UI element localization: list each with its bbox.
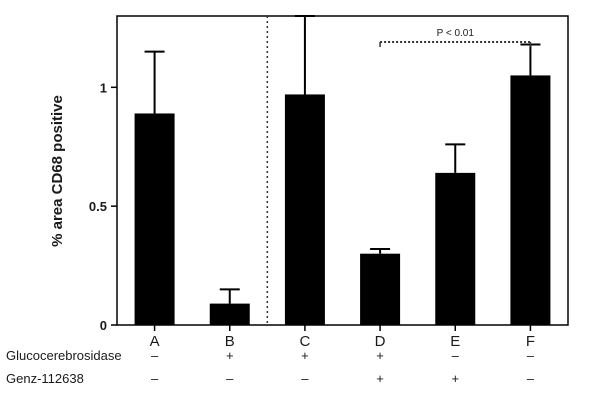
y-axis-title: % area CD68 positive (49, 95, 66, 247)
treatment-mark: + (226, 348, 234, 363)
y-tick-label: 1 (100, 80, 107, 95)
x-tick-label-b: B (225, 333, 235, 350)
treatment-mark: – (452, 348, 460, 363)
y-tick-label: 0 (100, 318, 107, 333)
x-tick-label-c: C (299, 333, 310, 350)
bar-c (284, 94, 325, 325)
treatment-label: Glucocerebrosidase (6, 348, 122, 363)
treatment-mark: – (151, 348, 159, 363)
y-tick-label: 0.5 (89, 199, 107, 214)
treatment-mark: + (451, 371, 459, 386)
bar-b (209, 303, 250, 325)
treatment-mark: – (151, 371, 159, 386)
bar-e (435, 172, 476, 325)
treatment-mark: – (226, 371, 234, 386)
bar-d (360, 253, 401, 325)
significance-label: P < 0.01 (437, 28, 475, 39)
treatment-label: Genz-112638 (6, 371, 84, 386)
treatment-mark: – (527, 348, 535, 363)
treatment-mark: + (301, 348, 309, 363)
treatment-mark: + (376, 348, 384, 363)
x-tick-label-d: D (375, 333, 386, 350)
treatment-mark: + (376, 371, 384, 386)
treatment-mark: – (301, 371, 309, 386)
plot-frame (116, 15, 569, 326)
treatment-mark: – (527, 371, 535, 386)
axes-layer (111, 15, 569, 331)
bar-f (510, 75, 551, 325)
error-bars-layer (144, 15, 541, 304)
x-tick-label-e: E (450, 333, 460, 350)
bars-layer (134, 75, 551, 325)
x-tick-label-f: F (526, 333, 535, 350)
bar-a (134, 113, 175, 325)
x-tick-label-a: A (150, 333, 160, 350)
labels-layer: 0 0.5 1 A B C D E F P < 0.01 Glucocerebrosidase – + +… (6, 28, 535, 386)
